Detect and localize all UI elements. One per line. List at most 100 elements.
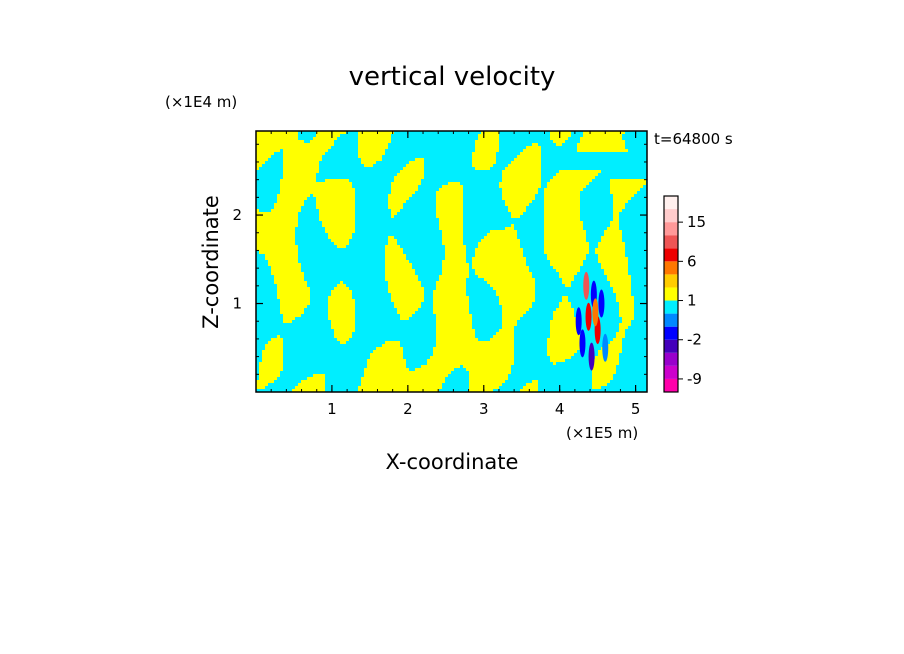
field-cell	[517, 155, 541, 158]
field-cell	[502, 323, 517, 326]
field-cell	[358, 143, 388, 146]
time-label: t=64800 s	[654, 130, 733, 148]
field-cell	[316, 206, 355, 209]
field-cell	[448, 182, 460, 185]
field-cell	[361, 158, 382, 161]
colorbar-swatch	[664, 196, 678, 210]
field-cell	[259, 368, 283, 371]
field-cell	[382, 344, 400, 347]
field-cell	[544, 239, 586, 242]
field-cell	[361, 377, 445, 380]
field-cell	[358, 389, 439, 392]
field-cell	[331, 323, 355, 326]
field-cell	[283, 164, 319, 167]
field-cell	[544, 248, 589, 251]
field-cell	[295, 386, 325, 389]
colorbar-swatch	[664, 352, 678, 366]
field-cell	[511, 224, 514, 227]
field-cell	[334, 329, 355, 332]
field-cell	[475, 146, 499, 149]
field-cell	[502, 305, 532, 308]
field-cell	[256, 137, 298, 140]
colorbar: -9 -2 1 6 15	[663, 195, 706, 393]
field-cell	[502, 326, 514, 329]
colorbar-swatch	[664, 209, 678, 223]
field-cell	[469, 371, 511, 374]
field-cell	[415, 158, 424, 161]
field-cell	[268, 263, 301, 266]
field-cell	[391, 185, 418, 188]
field-cell	[445, 248, 466, 251]
field-cell	[388, 200, 406, 203]
field-cell	[490, 338, 514, 341]
field-cell	[472, 266, 529, 269]
field-cell	[256, 164, 262, 167]
field-cell	[475, 269, 529, 272]
x-unit-label: (×1E5 m)	[566, 424, 638, 442]
field-cell	[256, 227, 295, 230]
field-cell	[562, 281, 571, 284]
field-cell	[301, 380, 325, 383]
field-cell	[499, 182, 541, 185]
x-tick-label: 2	[403, 400, 413, 418]
field-cell	[316, 200, 355, 203]
field-cell	[550, 320, 577, 323]
field-cell	[469, 374, 508, 377]
field-cell	[358, 146, 388, 149]
field-cell	[328, 317, 355, 320]
field-cell	[472, 161, 496, 164]
field-cell	[364, 368, 409, 371]
field-cell	[601, 263, 628, 266]
field-cell	[427, 359, 514, 362]
field-cell	[307, 377, 325, 380]
field-cell	[550, 356, 571, 359]
field-cell	[436, 329, 475, 332]
field-cell	[313, 194, 355, 197]
chart-title: vertical velocity	[349, 62, 556, 92]
field-cell	[610, 281, 631, 284]
x-tick-label: 5	[631, 400, 641, 418]
field-cell	[532, 143, 538, 146]
field-cell	[475, 251, 523, 254]
field-cell	[505, 203, 529, 206]
x-tick-label: 3	[479, 400, 489, 418]
convective-core	[585, 302, 592, 331]
field-cell	[388, 284, 421, 287]
field-cell	[256, 134, 298, 137]
field-cell	[256, 215, 298, 218]
field-cell	[598, 350, 622, 353]
colorbar-tick-label: -2	[687, 331, 702, 349]
field-cell	[556, 173, 598, 176]
field-cell	[388, 194, 412, 197]
field-cell	[334, 332, 352, 335]
field-cell	[559, 170, 601, 173]
field-cell	[385, 272, 415, 275]
field-cell	[592, 383, 607, 386]
field-cell	[508, 209, 526, 212]
field-cell	[385, 248, 403, 251]
colorbar-swatch	[664, 313, 678, 327]
field-cell	[421, 365, 460, 368]
field-cell	[337, 284, 346, 287]
field-cell	[256, 155, 271, 158]
field-cell	[313, 137, 337, 140]
colorbar-swatch	[664, 300, 678, 314]
field-cell	[283, 149, 328, 152]
field-cell	[547, 353, 574, 356]
field-cell	[598, 242, 625, 245]
field-cell	[268, 341, 283, 344]
field-cell	[619, 323, 631, 326]
field-cell	[436, 191, 463, 194]
field-cell	[391, 209, 400, 212]
field-cell	[475, 149, 499, 152]
field-cell	[610, 188, 640, 191]
field-cell	[616, 293, 631, 296]
field-cell	[394, 179, 421, 182]
field-cell	[436, 344, 514, 347]
field-cell	[277, 200, 304, 203]
field-cell	[409, 161, 424, 164]
field-cell	[526, 383, 538, 386]
field-cell	[493, 287, 535, 290]
field-cell	[256, 149, 280, 152]
